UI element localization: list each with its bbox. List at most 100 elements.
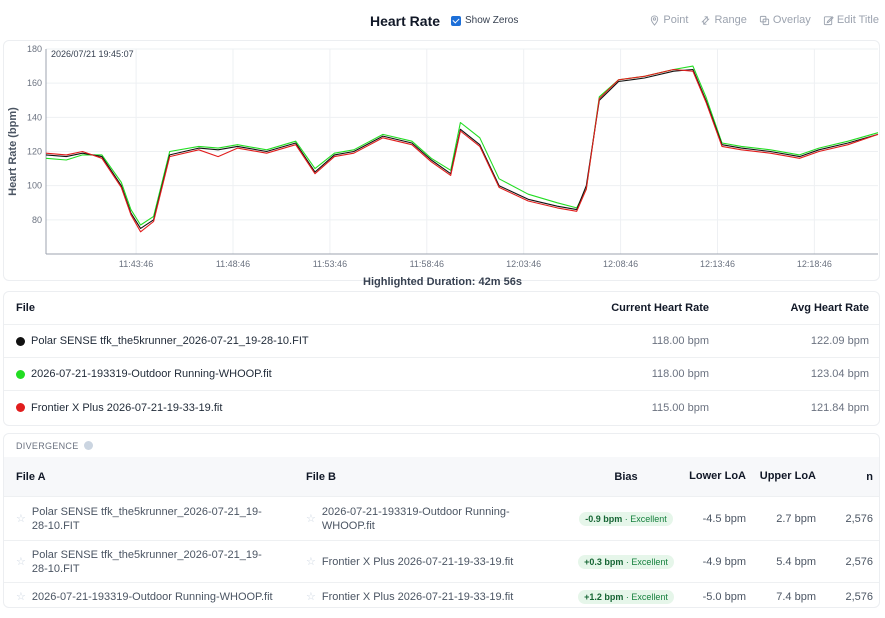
chart-toolbar: Point Range Overlay Edit Title	[649, 14, 879, 26]
avg-hr: 122.09 bpm	[810, 335, 869, 347]
star-icon[interactable]: ☆	[306, 591, 316, 603]
lower-loa: -5.0 bpm	[702, 591, 746, 603]
x-tick-label: 11:48:46	[216, 259, 250, 269]
file-a-column-header[interactable]: File A	[16, 470, 46, 483]
x-tick-label: 12:13:46	[700, 259, 735, 269]
divergence-table: DIVERGENCE File A File B Bias Lower LoA …	[3, 433, 880, 608]
x-tick-label: 11:43:46	[119, 259, 153, 269]
current-hr: 118.00 bpm	[651, 368, 709, 380]
file-b-column-header[interactable]: File B	[306, 470, 336, 483]
divergence-header-row: File A File B Bias Lower LoA Upper LoA n	[4, 457, 879, 497]
range-label: Range	[714, 14, 747, 26]
n-count: 2,576	[845, 512, 873, 525]
bias-rating: · Excellent	[624, 513, 667, 524]
series-color-dot	[16, 369, 25, 379]
upper-loa: 5.4 bpm	[776, 555, 816, 568]
y-tick-label: 160	[27, 78, 42, 88]
y-tick-label: 80	[32, 215, 42, 225]
table-row[interactable]: Polar SENSE tfk_the5krunner_2026-07-21_1…	[4, 325, 879, 358]
n-count: 2,576	[845, 591, 873, 603]
y-axis-label: Heart Rate (bpm)	[7, 107, 19, 196]
series-line-3	[45, 68, 879, 233]
upper-loa: 2.7 bpm	[776, 512, 816, 525]
file-b-name: 2026-07-21-193319-Outdoor Running-WHOOP.…	[321, 505, 510, 532]
highlighted-duration: Highlighted Duration: 42m 56s	[363, 276, 522, 288]
file-b-name: Frontier X Plus 2026-07-21-19-33-19.fit	[321, 555, 514, 568]
series-line-1	[45, 68, 879, 229]
file-b-name: Frontier X Plus 2026-07-21-19-33-19.fit	[321, 591, 514, 603]
series-color-dot	[16, 403, 25, 412]
files-header-row: File Current Heart Rate Avg Heart Rate	[4, 292, 879, 325]
timestamp-label: 2026/07/21 19:45:07	[51, 49, 134, 59]
star-icon[interactable]: ☆	[16, 512, 26, 525]
lower-loa-column-header[interactable]: Lower LoA	[689, 470, 746, 482]
show-zeros-toggle[interactable]: Show Zeros	[451, 15, 518, 26]
current-hr-column-header[interactable]: Current Heart Rate	[611, 302, 709, 314]
avg-hr: 123.04 bpm	[810, 368, 869, 380]
star-icon[interactable]: ☆	[16, 591, 26, 603]
table-row[interactable]: ☆ 2026-07-21-193319-Outdoor Running-WHOOP…	[4, 583, 879, 607]
star-icon[interactable]: ☆	[306, 512, 316, 525]
x-tick-label: 11:58:46	[410, 259, 444, 269]
y-tick-label: 100	[27, 181, 42, 191]
lower-loa: -4.5 bpm	[702, 512, 746, 525]
bias-column-header[interactable]: Bias	[614, 470, 638, 483]
bias-value: -0.9 bpm	[585, 513, 623, 524]
star-icon[interactable]: ☆	[16, 555, 26, 568]
range-button[interactable]: Range	[700, 14, 747, 26]
file-name: Frontier X Plus 2026-07-21-19-33-19.fit	[31, 401, 223, 414]
info-icon[interactable]	[83, 441, 93, 450]
bias-badge: -0.9 bpm · Excellent	[579, 511, 673, 526]
x-tick-label: 12:08:46	[603, 259, 638, 269]
table-row[interactable]: ☆ Polar SENSE tfk_the5krunner_2026-07-21_…	[4, 497, 879, 541]
pin-icon	[651, 14, 659, 26]
show-zeros-label: Show Zeros	[465, 15, 519, 26]
y-tick-label: 140	[27, 112, 42, 122]
page-title: Heart Rate	[370, 13, 441, 29]
bias-value: +0.3 bpm	[584, 556, 624, 567]
avg-hr-column-header[interactable]: Avg Heart Rate	[790, 302, 869, 314]
divergence-title: DIVERGENCE	[4, 434, 879, 457]
n-count: 2,576	[845, 555, 873, 568]
lower-loa: -4.9 bpm	[702, 555, 746, 568]
edit-title-button[interactable]: Edit Title	[823, 14, 879, 26]
show-zeros-checkbox[interactable]	[451, 15, 461, 26]
upper-loa: 7.4 bpm	[776, 591, 816, 603]
file-name: 2026-07-21-193319-Outdoor Running-WHOOP.…	[31, 368, 272, 380]
point-button[interactable]: Point	[649, 14, 688, 26]
x-tick-label: 12:03:46	[506, 259, 541, 269]
files-table: File Current Heart Rate Avg Heart Rate P…	[3, 291, 880, 426]
file-column-header[interactable]: File	[16, 302, 35, 314]
range-icon	[701, 15, 710, 25]
edit-icon	[823, 15, 834, 25]
avg-hr: 121.84 bpm	[810, 401, 869, 414]
overlay-label: Overlay	[772, 14, 811, 26]
current-hr: 118.00 bpm	[651, 335, 709, 347]
star-icon[interactable]: ☆	[306, 555, 316, 568]
table-row[interactable]: 2026-07-21-193319-Outdoor Running-WHOOP.…	[4, 358, 879, 391]
current-hr: 115.00 bpm	[651, 401, 709, 414]
n-column-header[interactable]: n	[866, 470, 873, 483]
table-row[interactable]: Frontier X Plus 2026-07-21-19-33-19.fit …	[4, 391, 879, 424]
edit-title-label: Edit Title	[836, 14, 879, 26]
bias-badge: +0.3 bpm · Excellent	[578, 554, 674, 569]
divergence-title-text: DIVERGENCE	[16, 440, 79, 451]
file-name: Polar SENSE tfk_the5krunner_2026-07-21_1…	[31, 335, 309, 347]
point-label: Point	[663, 14, 689, 26]
series-color-dot	[16, 336, 25, 346]
file-a-name: 2026-07-21-193319-Outdoor Running-WHOOP.…	[31, 591, 273, 603]
y-tick-label: 120	[27, 147, 42, 157]
bias-badge: +1.2 bpm · Excellent	[578, 590, 674, 604]
file-a-name: Polar SENSE tfk_the5krunner_2026-07-21_1…	[31, 548, 262, 575]
overlay-button[interactable]: Overlay	[759, 14, 811, 26]
upper-loa-column-header[interactable]: Upper LoA	[759, 470, 816, 482]
table-row[interactable]: ☆ Polar SENSE tfk_the5krunner_2026-07-21_…	[4, 541, 879, 583]
x-tick-label: 12:18:46	[797, 259, 832, 269]
bias-rating: · Excellent	[625, 592, 668, 602]
file-a-name: Polar SENSE tfk_the5krunner_2026-07-21_1…	[31, 505, 262, 532]
x-tick-label: 11:53:46	[313, 259, 347, 269]
chart-card: 80 100 120 140 160 180 11:43:46 11:48:46 11:53:4…	[3, 40, 880, 281]
y-tick-label: 180	[27, 44, 42, 54]
heart-rate-chart[interactable]: 80 100 120 140 160 180 11:43:46 11:48:46 11:53:4…	[4, 41, 881, 282]
bias-value: +1.2 bpm	[584, 592, 624, 602]
